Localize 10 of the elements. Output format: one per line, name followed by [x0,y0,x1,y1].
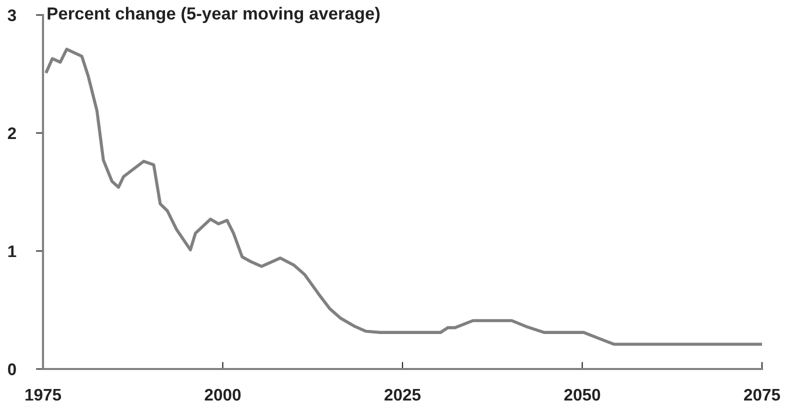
x-tick-label: 2050 [564,388,600,401]
x-tick-label: 2025 [384,388,421,401]
y-tick-label: 2 [8,127,16,140]
y-tick-label: 1 [8,246,16,258]
y-tick-label: 0 [8,363,16,376]
y-tick-label: 3 [8,9,16,22]
x-tick-label: 2000 [204,388,241,401]
chart-title: Percent change (5-year moving average) [48,6,380,24]
x-tick-label: 1975 [26,388,62,401]
x-tick-label: 2075 [744,388,780,401]
